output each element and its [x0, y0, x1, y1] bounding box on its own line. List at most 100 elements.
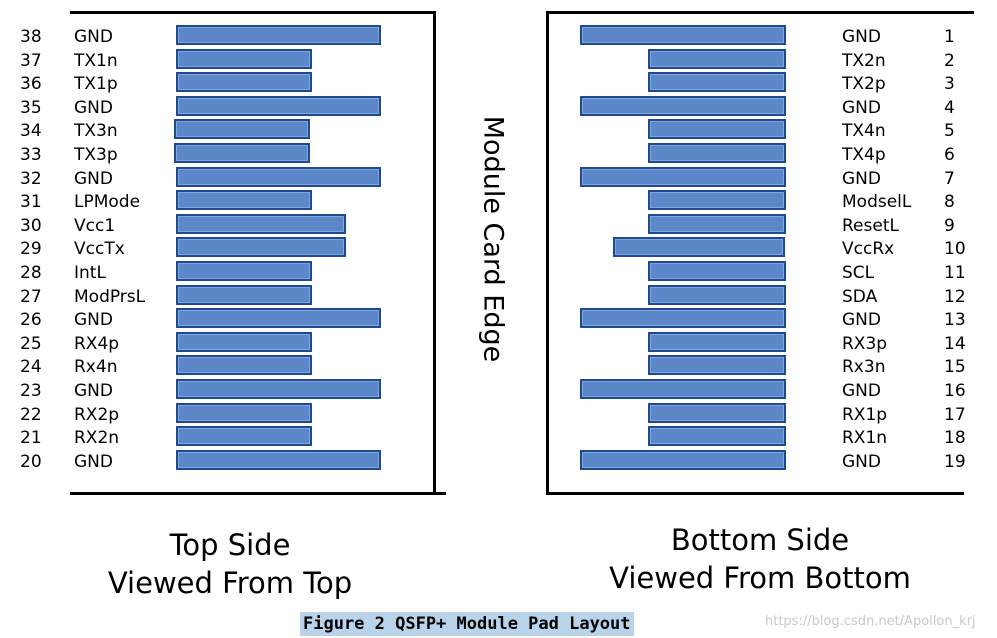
contact-pad — [176, 261, 312, 281]
pin-label: RX2p — [74, 404, 120, 425]
contact-pad — [648, 355, 786, 376]
pin-label: VccRx — [842, 239, 895, 260]
top-side-caption-line2: Viewed From Top — [107, 566, 353, 600]
pin-label: GND — [842, 27, 881, 47]
bottom-side-caption: Bottom Side Viewed From Bottom — [590, 521, 930, 597]
contact-pad — [174, 119, 310, 140]
contact-pad — [176, 48, 312, 69]
pin-number: 33 — [20, 145, 42, 165]
pin-label: TX2p — [842, 74, 886, 95]
pin-label: TX4n — [842, 121, 886, 142]
contact-pad — [176, 213, 346, 234]
pin-label: GND — [74, 97, 113, 118]
pin-label: ResetL — [842, 215, 899, 236]
pin-label: ModselL — [842, 192, 912, 213]
pin-number: 14 — [944, 333, 966, 354]
pin-label: GND — [74, 381, 113, 401]
pin-number: 28 — [20, 263, 42, 283]
contact-pad — [176, 166, 381, 187]
bottom-board-bottom-edge — [546, 492, 964, 495]
figure-title: Figure 2 QSFP+ Module Pad Layout — [300, 612, 634, 636]
contact-pad — [580, 95, 786, 116]
contact-pad — [580, 379, 786, 399]
pin-number: 31 — [20, 192, 42, 213]
pin-label: SDA — [842, 286, 878, 307]
watermark: https://blog.csdn.net/Apollon_krj — [765, 614, 976, 629]
bottom-side-caption-line1: Bottom Side — [670, 523, 850, 557]
contact-pad — [176, 449, 381, 470]
pin-label: IntL — [74, 263, 106, 283]
pin-label: TX3p — [74, 145, 118, 165]
contact-pad — [648, 48, 786, 69]
contact-pad — [648, 213, 786, 234]
pin-number: 7 — [944, 168, 955, 189]
pin-number: 24 — [20, 357, 42, 378]
pin-number: 8 — [944, 192, 955, 213]
contact-pad — [176, 190, 312, 211]
pin-number: 3 — [944, 74, 955, 95]
pin-number: 23 — [20, 381, 42, 401]
contact-pad — [648, 143, 786, 163]
contact-pad — [580, 449, 786, 470]
pin-number: 15 — [944, 357, 966, 378]
pin-number: 32 — [20, 168, 42, 189]
pin-label: RX3p — [842, 333, 888, 354]
pin-number: 13 — [944, 310, 966, 331]
pin-number: 22 — [20, 404, 42, 425]
pin-number: 19 — [944, 451, 966, 472]
top-board-right-edge — [433, 11, 436, 495]
contact-pad — [176, 331, 312, 352]
pin-label: GND — [842, 381, 881, 401]
contact-pad — [176, 95, 381, 116]
contact-pad — [648, 426, 786, 447]
top-board-bottom-edge — [70, 492, 446, 495]
contact-pad — [580, 166, 786, 187]
pin-label: GND — [842, 97, 881, 118]
contact-pad — [648, 119, 786, 140]
pin-number: 11 — [944, 263, 966, 283]
bottom-side-caption-line2: Viewed From Bottom — [609, 561, 911, 595]
pin-label: TX3n — [74, 121, 118, 142]
top-side-caption: Top Side Viewed From Top — [80, 526, 380, 602]
pin-label: RX1n — [842, 428, 888, 449]
contact-pad — [648, 261, 786, 281]
pin-number: 10 — [944, 239, 966, 260]
pin-number: 36 — [20, 74, 42, 95]
pin-label: GND — [74, 168, 113, 189]
pin-label: RX1p — [842, 404, 888, 425]
pin-number: 16 — [944, 381, 966, 401]
pin-label: TX1n — [74, 50, 118, 71]
contact-pad — [580, 308, 786, 329]
pin-label: GND — [842, 168, 881, 189]
card-edge-label: Module Card Edge — [468, 100, 518, 378]
pin-label: GND — [842, 451, 881, 472]
pin-number: 12 — [944, 286, 966, 307]
contact-pad — [580, 25, 786, 45]
pin-number: 18 — [944, 428, 966, 449]
top-board-top-edge — [70, 11, 436, 14]
pin-number: 27 — [20, 286, 42, 307]
pin-label: TX4p — [842, 145, 886, 165]
contact-pad — [176, 355, 312, 376]
contact-pad — [176, 379, 381, 399]
contact-pad — [176, 25, 381, 45]
pin-number: 1 — [944, 27, 955, 47]
pin-number: 30 — [20, 215, 42, 236]
pin-label: GND — [74, 310, 113, 331]
pin-number: 17 — [944, 404, 966, 425]
contact-pad — [648, 72, 786, 93]
pin-label: RX2n — [74, 428, 120, 449]
pin-label: GND — [74, 451, 113, 472]
pin-number: 26 — [20, 310, 42, 331]
pin-number: 29 — [20, 239, 42, 260]
pin-label: GND — [74, 27, 113, 47]
pin-label: LPMode — [74, 192, 141, 213]
pin-number: 2 — [944, 50, 955, 71]
pin-number: 6 — [944, 145, 955, 165]
pin-label: TX1p — [74, 74, 118, 95]
contact-pad — [174, 143, 310, 163]
contact-pad — [613, 237, 785, 258]
pin-label: Vcc1 — [74, 215, 116, 236]
contact-pad — [648, 190, 786, 211]
pin-number: 25 — [20, 333, 42, 354]
